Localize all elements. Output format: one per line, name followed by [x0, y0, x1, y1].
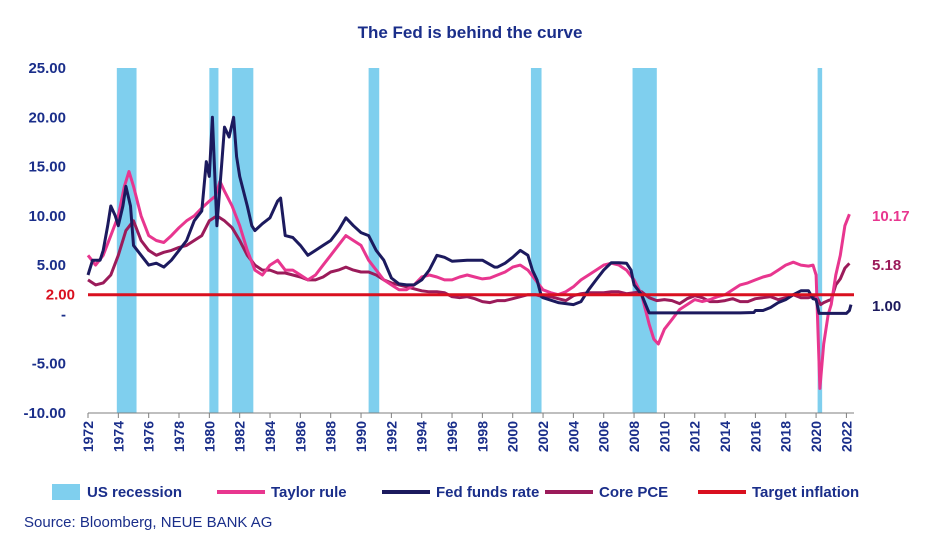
taylor-end-label: 10.17	[872, 208, 910, 225]
recession-band	[530, 68, 542, 413]
chart-title: The Fed is behind the curve	[358, 23, 583, 42]
series-lines	[86, 115, 853, 390]
x-tick-label: 2002	[535, 421, 551, 452]
x-tick-label: 1992	[383, 421, 399, 452]
x-tick-label: 1978	[171, 421, 187, 452]
recession-band	[632, 68, 657, 413]
legend-swatch-recession	[52, 484, 80, 500]
target-inflation-label: 2.00	[46, 287, 75, 304]
x-tick-label: 2020	[808, 421, 824, 452]
recession-band	[116, 68, 137, 413]
legend-label-pce: Core PCE	[599, 484, 668, 501]
x-tick-label: 1994	[414, 421, 430, 452]
x-tick-label: 2008	[626, 421, 642, 452]
recession-band	[209, 68, 219, 413]
x-tick-label: 1984	[262, 421, 278, 452]
x-tick-label: 1982	[232, 421, 248, 452]
legend-label-recession: US recession	[87, 484, 182, 501]
recession-band	[817, 68, 823, 413]
x-tick-label: 2000	[505, 421, 521, 452]
fed-end-label: 1.00	[872, 298, 901, 315]
y-axis-labels: 25.00 20.00 15.00 10.00 5.00 - -5.00 -10.00	[23, 60, 66, 422]
legend: US recession Taylor rule Fed funds rate Cor…	[52, 484, 859, 501]
legend-label-target: Target inflation	[752, 484, 859, 501]
y-tick-label: -10.00	[23, 405, 66, 422]
recession-bands	[116, 68, 823, 413]
x-tick-label: 2014	[717, 421, 733, 452]
x-tick-label: 2022	[838, 421, 854, 452]
y-tick-label: -	[61, 306, 66, 323]
end-labels: 10.17 5.18 1.00	[872, 208, 910, 315]
x-tick-label: 2010	[656, 421, 672, 452]
x-tick-label: 2006	[596, 421, 612, 452]
y-tick-label: 25.00	[28, 60, 66, 77]
x-tick-label: 1988	[323, 421, 339, 452]
x-tick-label: 2018	[778, 421, 794, 452]
x-tick-label: 1972	[80, 421, 96, 452]
legend-label-fed: Fed funds rate	[436, 484, 539, 501]
x-tick-label: 1974	[110, 421, 126, 452]
pce-end-label: 5.18	[872, 257, 901, 274]
recession-band	[368, 68, 380, 413]
y-tick-label: 15.00	[28, 159, 66, 176]
x-tick-label: 2004	[565, 421, 581, 452]
x-tick-label: 1996	[444, 421, 460, 452]
x-tick-label: 1980	[201, 421, 217, 452]
y-tick-label: -5.00	[32, 356, 66, 373]
y-tick-label: 5.00	[37, 257, 66, 274]
x-tick-label: 2016	[747, 421, 763, 452]
y-tick-label: 10.00	[28, 208, 66, 225]
pce-line	[87, 214, 851, 307]
legend-label-taylor: Taylor rule	[271, 484, 347, 501]
x-tick-label: 1998	[474, 421, 490, 452]
x-tick-label: 2012	[687, 421, 703, 452]
y-tick-label: 20.00	[28, 109, 66, 126]
fed-line	[86, 115, 853, 315]
x-tick-label: 1976	[141, 421, 157, 452]
x-tick-label: 1986	[292, 421, 308, 452]
x-axis: 1972 1974 1976 1978 1980 1982 1984 1986 1988 1990…	[80, 412, 854, 452]
target-inflation-line: 2.00	[46, 287, 854, 304]
x-tick-label: 1990	[353, 421, 369, 452]
source-note: Source: Bloomberg, NEUE BANK AG	[24, 514, 272, 531]
